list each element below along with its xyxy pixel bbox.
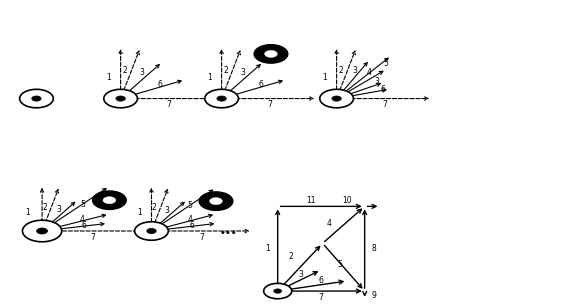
Text: 7: 7: [200, 233, 204, 242]
Text: 1: 1: [106, 72, 111, 82]
Circle shape: [20, 89, 53, 108]
Text: 6: 6: [82, 221, 86, 230]
Circle shape: [32, 96, 41, 101]
Text: 5: 5: [383, 59, 388, 68]
Text: 1: 1: [26, 208, 30, 217]
Text: ...: ...: [220, 221, 238, 238]
Text: 2: 2: [152, 203, 157, 213]
Circle shape: [217, 96, 226, 101]
Text: 4: 4: [187, 215, 192, 224]
Text: 5: 5: [337, 260, 342, 269]
Circle shape: [22, 220, 62, 242]
Text: 2: 2: [123, 66, 127, 75]
Circle shape: [254, 45, 288, 63]
Text: 1: 1: [265, 244, 270, 253]
Text: 3: 3: [165, 205, 169, 215]
Text: 2: 2: [289, 252, 293, 261]
Text: 10: 10: [342, 196, 352, 205]
Text: 4: 4: [80, 215, 85, 224]
Text: 7: 7: [382, 99, 387, 109]
Text: 1: 1: [137, 208, 141, 217]
Circle shape: [332, 96, 341, 101]
Circle shape: [147, 229, 156, 233]
Text: 9: 9: [372, 291, 377, 300]
Text: 5: 5: [80, 200, 85, 209]
Circle shape: [320, 89, 353, 108]
Circle shape: [93, 191, 126, 209]
Text: 6: 6: [319, 276, 324, 286]
Text: 4: 4: [327, 219, 332, 228]
Circle shape: [135, 222, 168, 240]
Text: 3: 3: [241, 68, 245, 77]
Text: 6: 6: [190, 221, 194, 230]
Circle shape: [205, 89, 238, 108]
Circle shape: [199, 192, 233, 210]
Circle shape: [274, 289, 282, 293]
Text: 2: 2: [339, 66, 343, 75]
Text: 3: 3: [299, 270, 304, 279]
Circle shape: [265, 51, 277, 57]
Text: 3: 3: [353, 66, 357, 75]
Text: 6: 6: [158, 80, 162, 89]
Text: 6: 6: [259, 80, 263, 89]
Text: 2: 2: [224, 66, 228, 75]
Text: 4: 4: [367, 68, 371, 77]
Text: 3: 3: [57, 205, 61, 214]
Circle shape: [36, 228, 48, 234]
Circle shape: [103, 197, 116, 204]
Text: 7: 7: [90, 233, 95, 242]
Text: 11: 11: [306, 196, 315, 205]
Text: 8: 8: [372, 244, 376, 253]
Circle shape: [104, 89, 137, 108]
Text: 7: 7: [319, 293, 324, 302]
Text: 5: 5: [187, 201, 192, 210]
Circle shape: [264, 283, 292, 299]
Text: 3: 3: [140, 68, 144, 77]
Text: 1: 1: [207, 72, 211, 82]
Circle shape: [116, 96, 125, 101]
Text: 1: 1: [322, 72, 327, 82]
Text: 2: 2: [43, 203, 47, 213]
Text: 7: 7: [267, 99, 272, 109]
Text: 6: 6: [380, 85, 385, 95]
Text: 3: 3: [375, 77, 379, 86]
Circle shape: [210, 198, 222, 205]
Text: 7: 7: [166, 99, 171, 109]
